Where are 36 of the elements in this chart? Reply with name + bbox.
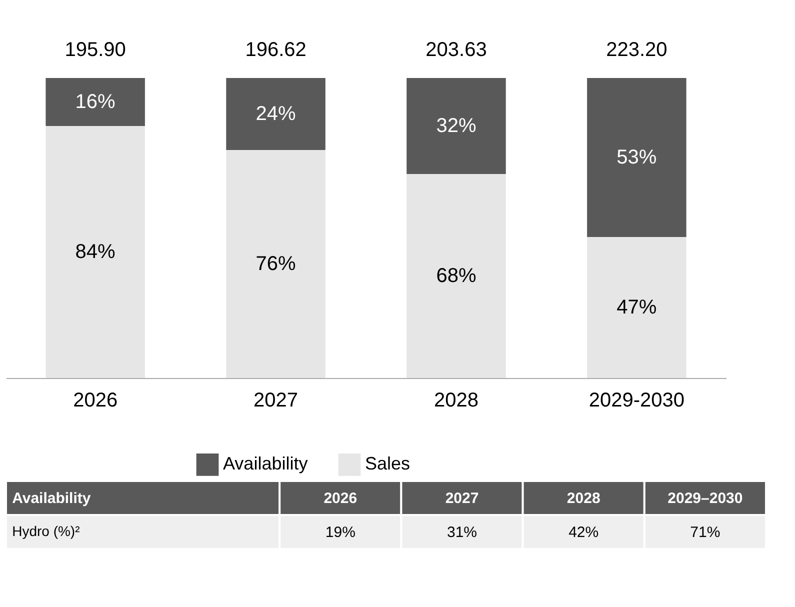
bar [226,150,326,378]
bar [587,78,686,237]
data-label: 84% [75,241,116,263]
text: Availability [12,490,92,507]
bar [46,126,145,378]
x-tick-label: 2029-2030 [588,390,685,412]
bar [226,78,326,150]
legend-label: Availability [223,454,308,474]
data-label: 32% [436,115,476,137]
category-label: 2027 [445,490,479,507]
bar [406,174,506,378]
category-label: Hydro (%)² [12,523,80,539]
bar [587,237,686,378]
text: 196.62 [245,39,306,61]
category-label: 2026 [324,490,358,507]
bar [46,78,145,126]
data-label: 68% [436,265,476,287]
text: 203.63 [426,39,487,61]
data-label: 24% [256,103,296,125]
data-label: 47% [616,296,657,318]
bar [406,78,506,174]
text: 71% [690,524,720,541]
data-label: 76% [256,253,296,275]
text: 195.90 [64,39,126,61]
text: 19% [325,524,356,541]
x-tick-label: 2026 [73,390,118,412]
text: 42% [568,524,599,541]
text: 31% [446,524,478,541]
category-label: 2028 [566,490,600,507]
data-label: 53% [616,146,657,168]
text: 223.20 [606,39,668,61]
category-label: 2029–2030 [668,490,743,507]
x-tick-label: 2028 [434,390,478,412]
x-tick-label: 2027 [254,390,298,412]
data-label: 16% [75,91,116,113]
legend-label: Sales [365,454,410,474]
